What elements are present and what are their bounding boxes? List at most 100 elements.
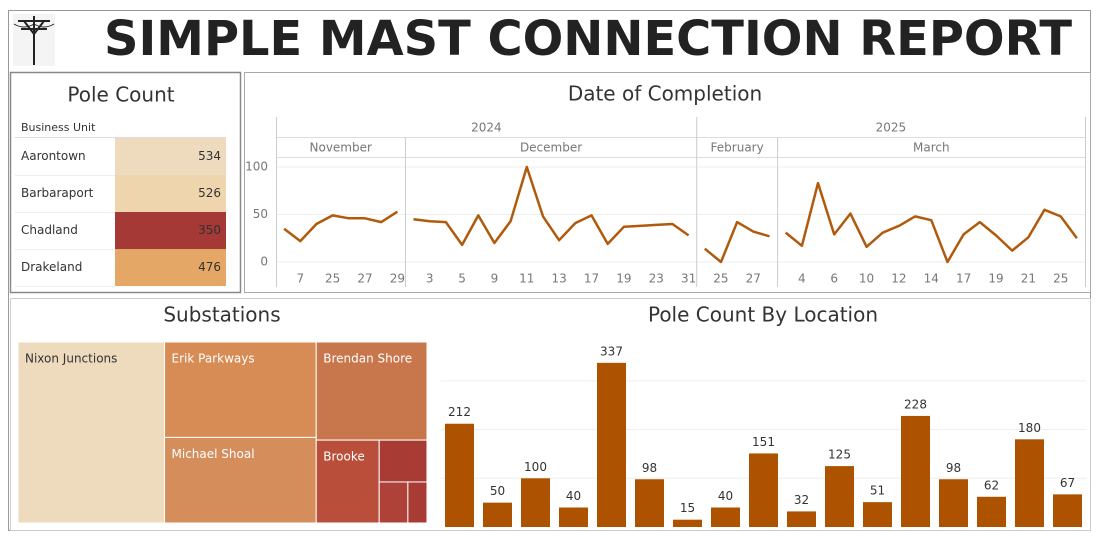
cell-label: Brendan Shore: [323, 352, 412, 366]
table: Aarontown 534 Barbaraport 526 Chadland 350 Dra…: [15, 137, 226, 287]
report-title: SIMPLE MAST CONNECTION REPORT: [104, 11, 1072, 67]
bar: [483, 502, 512, 527]
value-cell: [115, 212, 226, 249]
x-tick-label: 11: [519, 272, 534, 286]
x-tick-label: 4: [798, 272, 806, 286]
value-cell: [115, 138, 226, 175]
chart-title: Substations: [163, 303, 280, 327]
bottom-panel: [10, 298, 1091, 531]
cell-label: Erik Parkways: [172, 352, 255, 366]
table-title: Pole Count: [67, 83, 174, 107]
bar: [1053, 494, 1082, 527]
value-label: 40: [566, 489, 581, 503]
x-tick-label: 17: [956, 272, 971, 286]
x-tick-label: 14: [924, 272, 939, 286]
x-tick-label: 25: [1053, 272, 1068, 286]
row-label: Chadland: [21, 223, 78, 237]
row-value: 526: [198, 186, 221, 200]
column-header: Business Unit: [21, 121, 96, 134]
row-label: Barbaraport: [21, 186, 94, 200]
row-label: Drakeland: [21, 260, 82, 274]
treemap-cell: [164, 436, 317, 524]
line: [283, 210, 399, 243]
chart-title: Date of Completion: [568, 82, 762, 106]
value-label: 180: [1018, 421, 1041, 435]
cell-label: Michael Shoal: [172, 447, 255, 461]
bar: [825, 466, 854, 527]
x-tick-label: 23: [649, 272, 664, 286]
bar: [597, 362, 626, 527]
value-label: 67: [1060, 476, 1075, 490]
value-label: 212: [448, 405, 471, 419]
value-label: 40: [718, 489, 733, 503]
line: [784, 181, 1078, 264]
charts: Date of Completion 0 50 100 7 25 27 29 November 3…: [17, 82, 1087, 527]
month-label: February: [711, 141, 764, 155]
bar: [635, 479, 664, 527]
cell-label: Brooke: [323, 450, 365, 464]
bar: [673, 519, 702, 527]
row-value: 350: [198, 223, 221, 237]
logo: [13, 14, 55, 66]
x-tick-label: 10: [859, 272, 874, 286]
bar: [939, 479, 968, 527]
treemap-cell: [315, 439, 380, 524]
value-label: 337: [600, 344, 623, 358]
x-tick-label: 9: [491, 272, 499, 286]
bar: [559, 507, 588, 527]
bar: [863, 502, 892, 527]
cell-label: Nixon Junctions: [25, 352, 117, 366]
x-tick-label: 7: [296, 272, 304, 286]
year-label: 2025: [876, 121, 907, 135]
x-tick-label: 3: [426, 272, 434, 286]
value-label: 32: [794, 493, 809, 507]
treemap-cell: [378, 439, 428, 483]
value-cell: [115, 175, 226, 212]
x-tick-label: 27: [746, 272, 761, 286]
bar: [1015, 439, 1044, 527]
x-tick-label: 17: [584, 272, 599, 286]
value-label: 50: [490, 484, 505, 498]
x-tick-label: 25: [325, 272, 340, 286]
month-label: December: [520, 141, 582, 155]
value-label: 98: [642, 461, 657, 475]
y-tick-label: 0: [260, 255, 268, 269]
line-panel: [244, 72, 1091, 293]
x-tick-label: 12: [891, 272, 906, 286]
value-label: 15: [680, 501, 695, 515]
bar: [787, 511, 816, 527]
value-label: 100: [524, 460, 547, 474]
x-tick-label: 6: [830, 272, 838, 286]
x-tick-label: 31: [681, 272, 696, 286]
x-tick-label: 21: [1021, 272, 1036, 286]
bar: [977, 496, 1006, 527]
y-tick-label: 50: [253, 207, 268, 221]
x-tick-label: 13: [552, 272, 567, 286]
x-tick-label: 5: [458, 272, 466, 286]
table-panel: [9, 71, 242, 294]
row-label: Aarontown: [21, 149, 86, 163]
row-value: 476: [198, 260, 221, 274]
line: [413, 165, 690, 247]
x-tick-label: 19: [988, 272, 1003, 286]
row-value: 534: [198, 149, 221, 163]
treemap-cell: [17, 341, 166, 524]
treemap-cell: [407, 481, 428, 524]
bar: [749, 453, 778, 527]
treemap-cell: [378, 481, 409, 524]
bar: [901, 415, 930, 527]
line: [704, 220, 770, 264]
value-label: 98: [946, 461, 961, 475]
bar: [445, 423, 474, 527]
value-cell: [115, 249, 226, 286]
x-tick-label: 29: [390, 272, 405, 286]
value-label: 228: [904, 397, 927, 411]
x-tick-label: 25: [713, 272, 728, 286]
value-label: 62: [984, 478, 999, 492]
x-tick-label: 27: [357, 272, 372, 286]
x-tick-label: 19: [616, 272, 631, 286]
value-label: 51: [870, 484, 885, 498]
chart-title: Pole Count By Location: [648, 303, 878, 327]
